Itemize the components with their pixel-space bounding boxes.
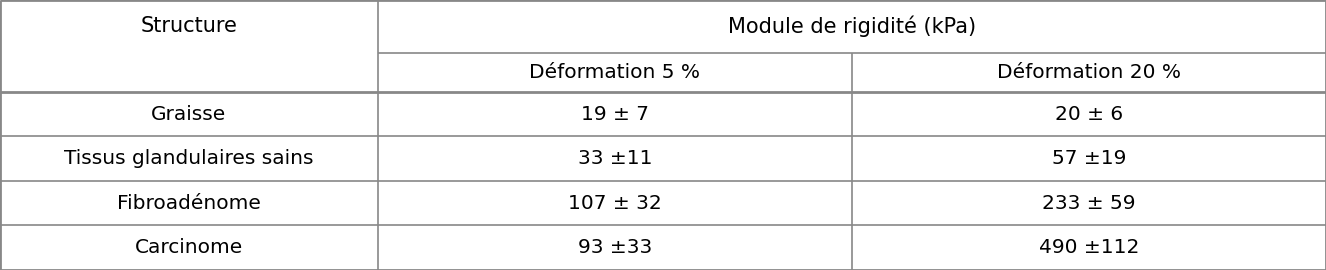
Text: Module de rigidité (kPa): Module de rigidité (kPa) bbox=[728, 16, 976, 37]
Text: 490 ±112: 490 ±112 bbox=[1038, 238, 1139, 257]
Text: Graisse: Graisse bbox=[151, 104, 227, 124]
Text: 233 ± 59: 233 ± 59 bbox=[1042, 194, 1136, 213]
Text: 93 ±33: 93 ±33 bbox=[578, 238, 652, 257]
Text: Structure: Structure bbox=[141, 16, 237, 36]
Text: Déformation 5 %: Déformation 5 % bbox=[529, 63, 700, 82]
Text: 33 ±11: 33 ±11 bbox=[578, 149, 652, 168]
Text: 57 ±19: 57 ±19 bbox=[1052, 149, 1126, 168]
Text: 107 ± 32: 107 ± 32 bbox=[568, 194, 662, 213]
Text: 20 ± 6: 20 ± 6 bbox=[1055, 104, 1123, 124]
Text: Déformation 20 %: Déformation 20 % bbox=[997, 63, 1181, 82]
Text: 19 ± 7: 19 ± 7 bbox=[581, 104, 648, 124]
Text: Tissus glandulaires sains: Tissus glandulaires sains bbox=[64, 149, 314, 168]
Text: Fibroadénome: Fibroadénome bbox=[117, 194, 261, 213]
Text: Carcinome: Carcinome bbox=[135, 238, 243, 257]
